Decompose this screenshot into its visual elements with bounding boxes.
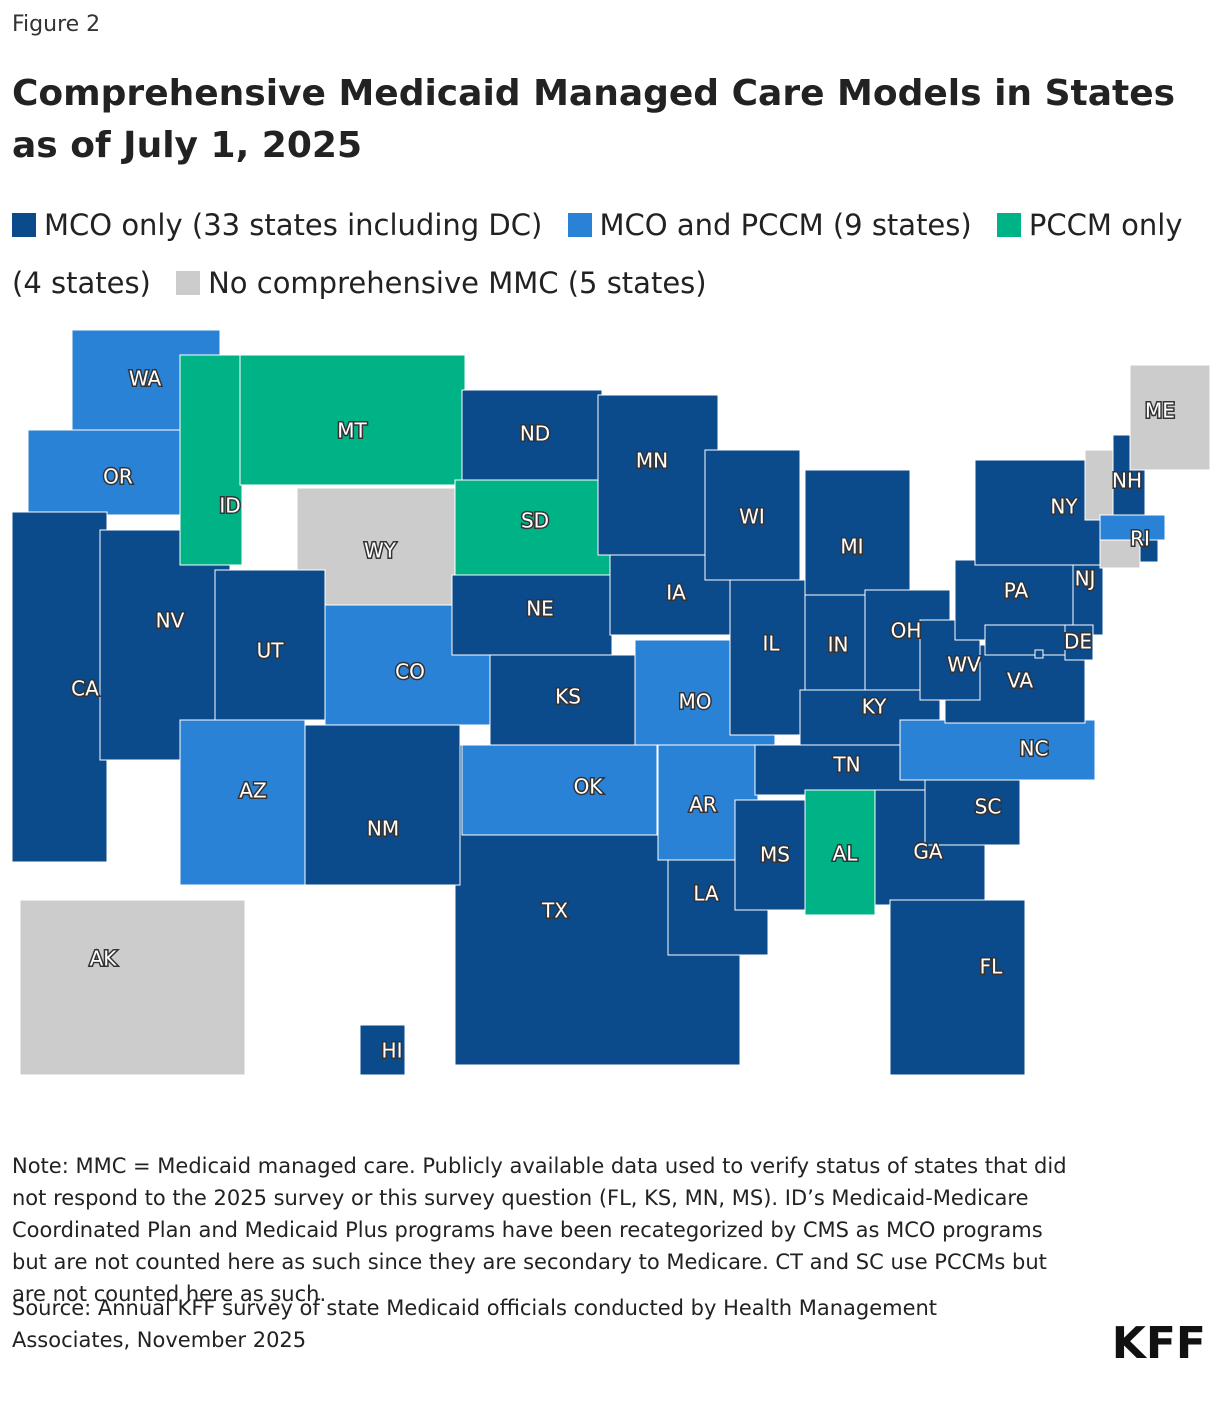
legend-item: PCCM only (4 states) <box>12 208 1183 300</box>
state-label: MO <box>679 690 712 714</box>
state <box>704 449 801 581</box>
state-label: HI <box>382 1039 403 1063</box>
legend-swatch <box>176 271 201 295</box>
state-label: LA <box>693 882 719 906</box>
legend-label: MCO and PCCM (9 states) <box>599 208 972 242</box>
state-label: FL <box>980 955 1004 979</box>
state-label: WA <box>129 367 162 391</box>
state-label: MS <box>760 843 790 867</box>
state-label: OH <box>891 619 922 643</box>
state <box>11 511 108 863</box>
state <box>924 769 1021 846</box>
state-label: MN <box>636 449 668 473</box>
state-label: WI <box>739 505 765 529</box>
state-label: CA <box>71 677 99 701</box>
state <box>1084 449 1114 521</box>
legend-item: MCO only (33 states including DC) <box>12 208 542 242</box>
state-label: MI <box>840 535 863 559</box>
state-label: SC <box>975 795 1002 819</box>
state <box>804 469 911 596</box>
state <box>179 719 306 886</box>
state-label: AK <box>90 947 118 971</box>
legend-label: PCCM only (4 states) <box>12 208 1183 300</box>
state-label: WV <box>947 653 981 677</box>
state-label: ID <box>219 494 240 518</box>
state-label: NJ <box>1075 567 1096 591</box>
state <box>19 899 246 1076</box>
legend-item: MCO and PCCM (9 states) <box>567 208 972 242</box>
state <box>451 574 613 656</box>
state <box>179 354 243 566</box>
state-label: NH <box>1112 469 1142 493</box>
state-label: ND <box>520 422 550 446</box>
state-label: TN <box>832 753 860 777</box>
state <box>984 624 1066 656</box>
state-label: IN <box>828 633 849 657</box>
state-label: AZ <box>239 779 266 803</box>
state <box>461 744 658 836</box>
state <box>214 569 326 721</box>
state-label: AL <box>833 842 859 866</box>
state-label: SD <box>521 509 549 533</box>
state <box>1139 539 1159 563</box>
state-label: VA <box>1007 669 1033 693</box>
figure-label: Figure 2 <box>12 12 101 37</box>
legend-swatch <box>567 213 592 237</box>
state-label: RI <box>1130 527 1150 551</box>
state-label: UT <box>257 639 285 663</box>
state <box>804 789 876 916</box>
state <box>304 724 461 886</box>
state-label: NM <box>367 817 399 841</box>
legend-swatch <box>996 213 1021 237</box>
state <box>461 389 603 481</box>
state <box>1034 649 1044 659</box>
state <box>1099 514 1166 541</box>
legend-swatch <box>12 213 36 237</box>
legend-label: No comprehensive MMC (5 states) <box>208 266 707 300</box>
state-label: NY <box>1050 495 1078 519</box>
state-label: KY <box>862 695 887 719</box>
state <box>489 654 656 746</box>
legend-label: MCO only (33 states including DC) <box>44 208 543 242</box>
state-label: TX <box>541 899 568 923</box>
state <box>454 479 614 576</box>
state <box>1064 624 1094 661</box>
state <box>899 719 1096 781</box>
state-label: AR <box>689 793 717 817</box>
state-label: WY <box>364 539 397 563</box>
state <box>1072 564 1104 636</box>
title: Comprehensive Medicaid Managed Care Mode… <box>12 73 1176 166</box>
state-label: IA <box>666 581 686 605</box>
state-label: ME <box>1145 399 1175 423</box>
source: Source: Annual KFF survey of state Medic… <box>12 1296 938 1352</box>
state-label: CO <box>395 660 425 684</box>
state-label: IL <box>762 632 780 656</box>
state-label: NC <box>1020 737 1049 761</box>
state <box>359 1024 406 1076</box>
legend-item: No comprehensive MMC (5 states) <box>176 266 707 300</box>
state-label: KS <box>555 685 581 709</box>
state <box>729 579 806 736</box>
state-label: MT <box>337 419 367 443</box>
state-label: OR <box>103 465 133 489</box>
state-label: PA <box>1004 579 1029 603</box>
state <box>1129 364 1211 471</box>
state-label: NE <box>526 597 554 621</box>
note: Note: MMC = Medicaid managed care. Publi… <box>12 1154 1067 1306</box>
state-label: OK <box>574 775 604 799</box>
state-label: NV <box>156 609 185 633</box>
state-label: GA <box>913 840 942 864</box>
legend: MCO only (33 states including DC) MCO an… <box>12 196 1212 312</box>
state <box>889 899 1026 1076</box>
logo: KFF <box>1111 1318 1206 1369</box>
state-label: DE <box>1064 630 1092 654</box>
state <box>239 354 466 486</box>
state <box>597 394 719 556</box>
